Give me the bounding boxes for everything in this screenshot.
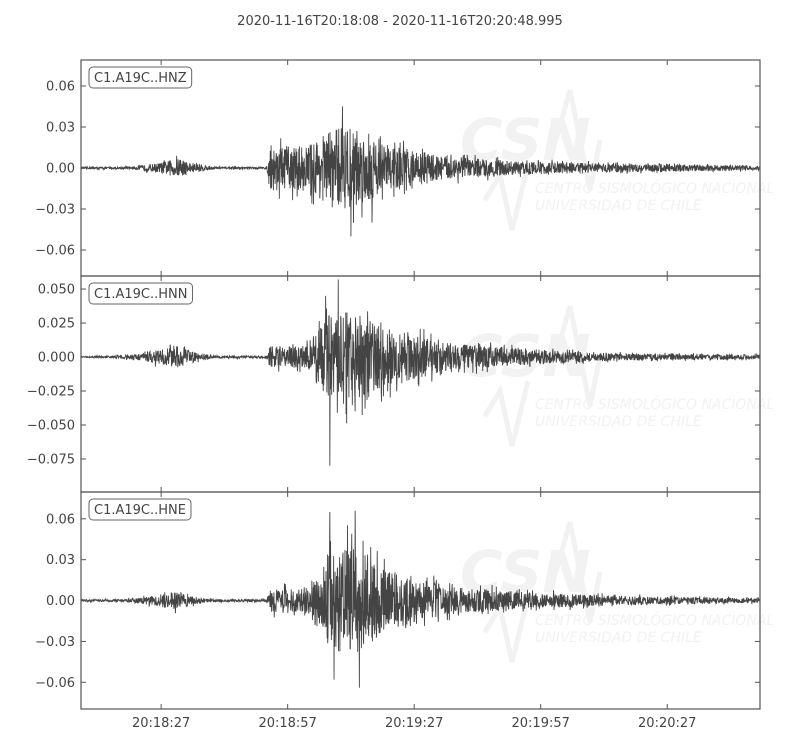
y-tick-label: 0.06 [46,512,75,527]
trace-label-box [88,66,193,89]
trace-label-box [88,282,193,305]
y-tick-label: −0.06 [35,676,75,691]
y-tick-label: −0.025 [27,385,75,400]
trace-label: C1.A19C..HNN [94,287,187,302]
waveform-trace [80,106,761,237]
watermark-line1: CENTRO SISMOLÓGICO NACIONAL [535,611,774,629]
watermark-wave-icon [482,380,531,447]
y-tick-label: −0.03 [35,203,75,218]
waveform-trace [80,510,761,688]
watermark-logo: CSN [460,106,591,174]
y-tick-label: −0.050 [27,418,75,433]
watermark-wave-icon [482,596,531,663]
y-tick-label: 0.03 [46,120,75,135]
trace-label: C1.A19C..HNE [94,503,186,518]
y-tick-label: 0.025 [38,317,75,332]
axes-frame [80,275,761,493]
x-tick-label: 20:20:27 [638,716,696,731]
watermark-wave-icon [547,521,603,623]
y-tick-label: 0.06 [46,79,75,94]
watermark-line1: CENTRO SISMOLÓGICO NACIONAL [535,395,774,413]
figure-title: 2020-11-16T20:18:08 - 2020-11-16T20:20:4… [237,14,563,29]
trace-panel: CSN CENTRO SISMOLÓGICO NACIONALUNIVERSIDA… [35,59,774,277]
x-tick-label: 20:18:27 [132,716,190,731]
x-tick-label: 20:19:27 [385,716,443,731]
y-tick-label: 0.050 [38,283,75,298]
watermark-line1: CENTRO SISMOLÓGICO NACIONAL [535,179,774,197]
y-tick-label: 0.00 [46,594,75,609]
y-tick-label: 0.000 [38,351,75,366]
y-tick-label: −0.03 [35,635,75,650]
watermark-line2: UNIVERSIDAD DE CHILE [535,198,702,214]
y-tick-label: 0.03 [46,553,75,568]
y-tick-label: −0.075 [27,452,75,467]
waveform-trace [80,279,761,466]
watermark-line2: UNIVERSIDAD DE CHILE [535,414,702,430]
csn-watermark: CSN CENTRO SISMOLÓGICO NACIONALUNIVERSIDA… [460,89,774,231]
x-tick-label: 20:18:57 [258,716,316,731]
x-tick-label: 20:19:57 [512,716,570,731]
watermark-line2: UNIVERSIDAD DE CHILE [535,630,702,646]
trace-label: C1.A19C..HNZ [94,71,187,86]
watermark-wave-icon [482,164,531,231]
trace-label-box [88,498,192,521]
y-tick-label: −0.06 [35,244,75,259]
y-tick-label: 0.00 [46,162,75,177]
